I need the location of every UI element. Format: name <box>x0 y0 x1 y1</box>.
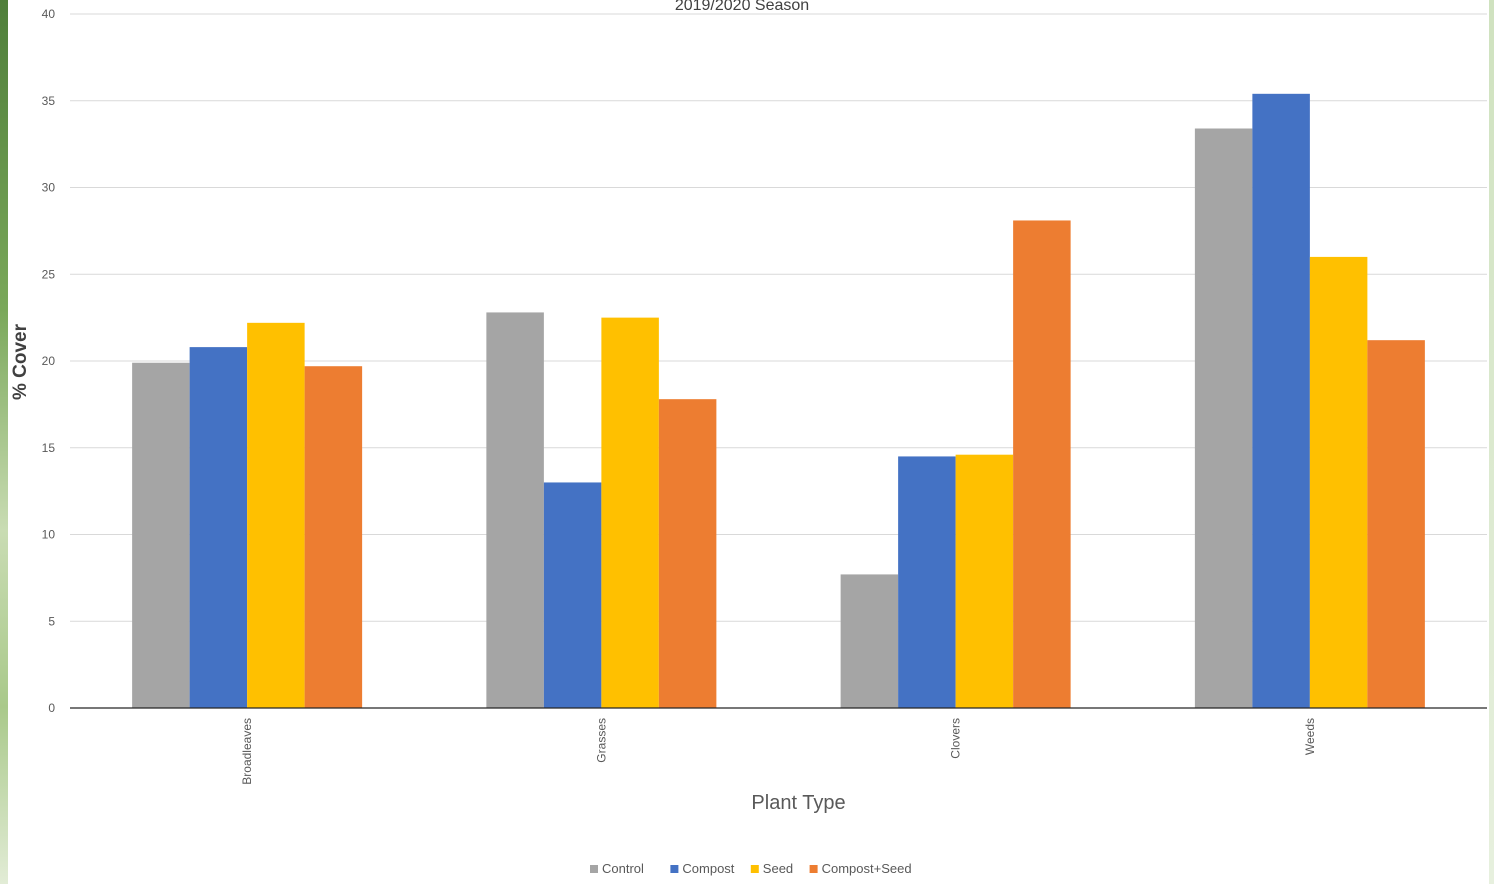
y-tick-label: 35 <box>42 94 56 108</box>
bar-seed-grasses <box>601 317 659 708</box>
y-tick-label: 25 <box>42 267 56 281</box>
y-tick-label: 15 <box>42 441 56 455</box>
y-tick-label: 0 <box>48 701 55 715</box>
bar-seed-weeds <box>1309 256 1368 708</box>
y-tick-label: 10 <box>42 528 56 542</box>
bar-series <box>132 93 1425 708</box>
bar-compost-broadleaves <box>189 347 248 708</box>
y-tick-label: 5 <box>48 614 55 628</box>
bar-compost-seed-clovers <box>1013 220 1071 708</box>
background-foliage-right <box>1489 0 1494 884</box>
bar-compost-seed-weeds <box>1367 340 1425 708</box>
legend-swatch <box>809 865 818 873</box>
bar-compost-weeds <box>1252 93 1310 708</box>
bar-control-broadleaves <box>132 362 190 708</box>
legend-swatch <box>750 865 759 873</box>
y-axis-title: % Cover <box>10 323 31 400</box>
bar-compost-seed-grasses <box>658 399 717 708</box>
x-tick-label: Broadleaves <box>240 718 254 785</box>
legend-swatch <box>590 865 598 873</box>
x-tick-label: Weeds <box>1303 718 1317 755</box>
bar-compost-seed-broadleaves <box>304 366 363 708</box>
x-axis-ticks: Broadleaves Grasses Clovers Weeds <box>240 718 1317 785</box>
bar-control-clovers <box>840 574 899 708</box>
bar-compost-clovers <box>898 456 956 708</box>
chart-title: 2019/2020 Season <box>675 0 809 14</box>
y-axis-ticks: 0 5 10 15 20 25 30 35 40 <box>42 7 56 715</box>
bar-seed-clovers <box>955 454 1014 708</box>
y-tick-label: 40 <box>42 7 56 21</box>
legend-label: Compost+Seed <box>822 861 912 876</box>
bar-compost-grasses <box>543 482 602 708</box>
legend: Control Compost Seed Compost+Seed <box>590 861 912 876</box>
y-tick-label: 20 <box>42 354 56 368</box>
y-tick-label: 30 <box>42 181 56 195</box>
legend-swatch <box>670 865 679 873</box>
bar-seed-broadleaves <box>247 322 305 708</box>
bar-control-grasses <box>486 312 544 708</box>
x-tick-label: Clovers <box>949 718 963 759</box>
background-foliage-left <box>0 0 8 884</box>
x-tick-label: Grasses <box>594 718 608 763</box>
bar-control-weeds <box>1194 128 1253 708</box>
legend-label: Control <box>602 861 644 876</box>
x-axis-title: Plant Type <box>751 792 845 814</box>
legend-label: Seed <box>763 861 793 876</box>
legend-label: Compost <box>682 861 734 876</box>
